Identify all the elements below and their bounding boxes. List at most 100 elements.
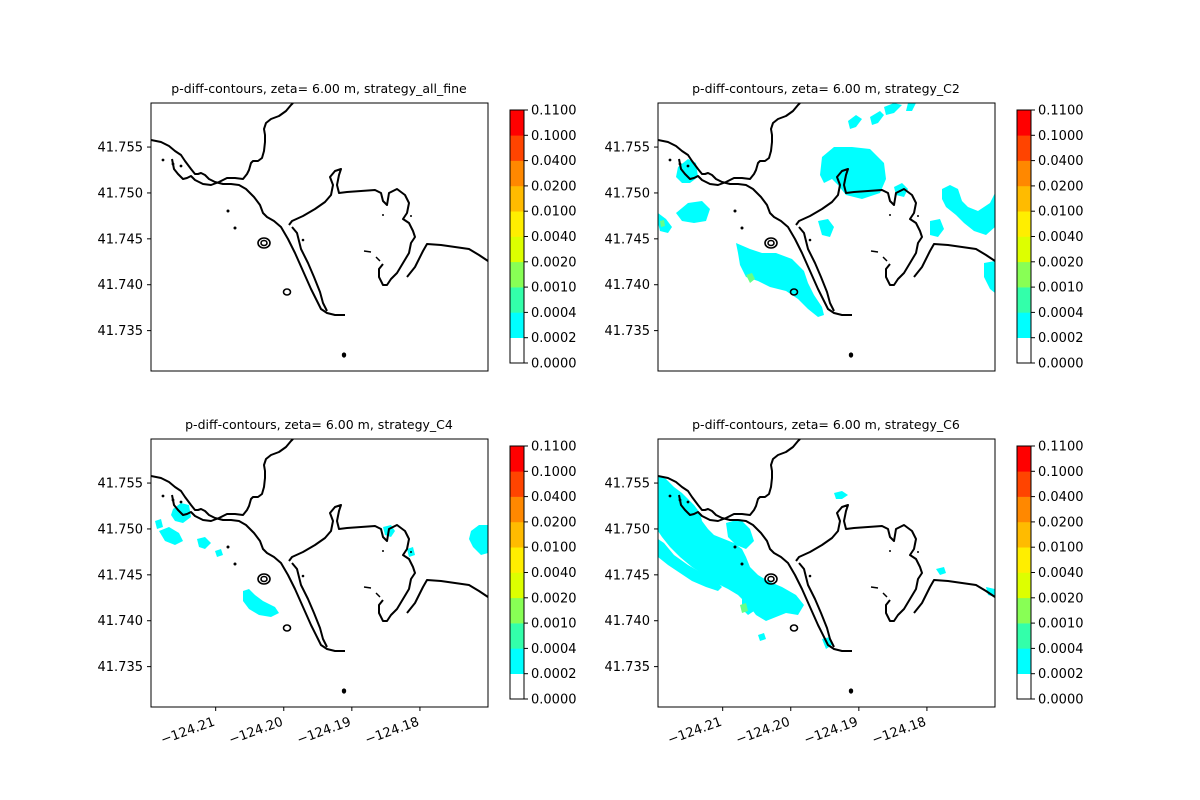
colorbar-tick-label: 0.0200 (1038, 515, 1084, 530)
colorbar-segment (1017, 471, 1031, 497)
colorbar-segment (510, 337, 524, 364)
y-tick-label: 41.740 (98, 614, 144, 629)
colorbar-tick-label: 0.1100 (1038, 104, 1084, 119)
plot-area (151, 103, 488, 371)
colorbar: 0.0000 0.0002 0.0004 0.0010 0.0020 0.0040 0.01… (509, 104, 577, 372)
colorbar-tick-label: 0.0400 (531, 154, 577, 169)
colorbar-segment (1017, 160, 1031, 187)
y-tick-label: 41.740 (98, 278, 144, 293)
panel-title: p-diff-contours, zeta= 6.00 m, strategy_… (185, 417, 453, 432)
y-axis: 41.755 41.750 41.745 41.740 41.735 (605, 477, 658, 675)
colorbar-tick-label: 0.0040 (531, 230, 577, 245)
y-tick-label: 41.745 (98, 568, 144, 583)
y-axis: 41.755 41.750 41.745 41.740 41.735 (605, 141, 658, 339)
colorbar-segment (1017, 597, 1031, 624)
colorbar-tick-label: 0.0200 (531, 179, 577, 194)
plot-frame (657, 102, 996, 372)
colorbar: 0.0000 0.0002 0.0004 0.0010 0.0020 0.0040 0.01… (509, 440, 577, 708)
y-axis: 41.755 41.750 41.745 41.740 41.735 (98, 141, 151, 339)
colorbar-tick-label: 0.0010 (531, 617, 577, 632)
y-axis: 41.755 41.750 41.745 41.740 41.735 (98, 477, 151, 675)
colorbar-tick-label: 0.0000 (1038, 693, 1084, 708)
colorbar-tick-label: 0.1000 (531, 465, 577, 480)
colorbar: 0.0000 0.0002 0.0004 0.0010 0.0020 0.0040 0.01… (1016, 440, 1084, 708)
colorbar-tick-label: 0.0040 (1038, 566, 1084, 581)
colorbar-segment (510, 261, 524, 288)
y-tick-label: 41.750 (605, 186, 651, 201)
colorbar-segment (1017, 572, 1031, 599)
colorbar-tick-label: 0.0020 (531, 591, 577, 606)
colorbar-segment (1017, 287, 1031, 313)
y-tick-label: 41.755 (605, 477, 651, 492)
colorbar-segment (1017, 496, 1031, 523)
colorbar-tick-label: 0.0100 (531, 541, 577, 556)
colorbar-tick-label: 0.0400 (1038, 154, 1084, 169)
colorbar-tick-label: 0.1100 (531, 104, 577, 119)
plot-area (151, 439, 488, 707)
colorbar-segment (510, 648, 524, 674)
colorbar-tick-label: 0.1000 (1038, 465, 1084, 480)
colorbar-tick-label: 0.0100 (1038, 205, 1084, 220)
y-tick-label: 41.750 (98, 522, 144, 537)
colorbar-segment (1017, 185, 1031, 212)
colorbar-segment (1017, 337, 1031, 364)
panel-strategy-c6: p-diff-contours, zeta= 6.00 m, strategy_… (605, 417, 1084, 748)
colorbar-segment (1017, 446, 1031, 472)
colorbar-tick-label: 0.0040 (531, 566, 577, 581)
panel-strategy-c2: p-diff-contours, zeta= 6.00 m, strategy_… (605, 81, 1084, 372)
y-tick-label: 41.745 (98, 232, 144, 247)
y-tick-label: 41.745 (605, 232, 651, 247)
colorbar-segment (1017, 211, 1031, 237)
colorbar-tick-label: 0.0002 (1038, 331, 1084, 346)
colorbar-tick-label: 0.0002 (1038, 667, 1084, 682)
colorbar-tick-label: 0.1100 (1038, 440, 1084, 455)
plot-frame (657, 438, 996, 708)
panel-title: p-diff-contours, zeta= 6.00 m, strategy_… (692, 417, 960, 432)
colorbar-tick-label: 0.0000 (1038, 357, 1084, 372)
colorbar-segment (510, 471, 524, 497)
x-tick-label: −124.18 (870, 715, 928, 748)
y-tick-label: 41.745 (605, 568, 651, 583)
y-tick-label: 41.735 (605, 324, 651, 339)
panel-title: p-diff-contours, zeta= 6.00 m, strategy_… (171, 81, 467, 96)
panel-strategy-all-fine: p-diff-contours, zeta= 6.00 m, strategy_… (98, 81, 577, 372)
panel-strategy-c4: p-diff-contours, zeta= 6.00 m, strategy_… (98, 417, 577, 748)
colorbar-tick-label: 0.0400 (1038, 490, 1084, 505)
colorbar-tick-label: 0.0002 (531, 667, 577, 682)
x-tick-label: −124.20 (227, 715, 285, 748)
colorbar-segment (510, 312, 524, 338)
x-tick-label: −124.20 (734, 715, 792, 748)
colorbar-tick-label: 0.0020 (1038, 591, 1084, 606)
colorbar-segment (1017, 236, 1031, 263)
y-tick-label: 41.755 (98, 141, 144, 156)
colorbar-tick-label: 0.0010 (531, 281, 577, 296)
colorbar-tick-label: 0.0002 (531, 331, 577, 346)
y-tick-label: 41.750 (98, 186, 144, 201)
colorbar-tick-label: 0.0000 (531, 693, 577, 708)
colorbar-segment (510, 521, 524, 548)
colorbar-tick-label: 0.0004 (531, 306, 577, 321)
colorbar-segment (1017, 521, 1031, 548)
colorbar-segment (1017, 312, 1031, 338)
colorbar-segment (510, 446, 524, 472)
panel-title: p-diff-contours, zeta= 6.00 m, strategy_… (692, 81, 960, 96)
colorbar-tick-label: 0.0400 (531, 490, 577, 505)
x-tick-label: −124.21 (666, 715, 724, 748)
colorbar-segment (510, 547, 524, 573)
x-tick-label: −124.21 (159, 715, 217, 748)
colorbar-tick-label: 0.0000 (531, 357, 577, 372)
colorbar-tick-label: 0.1000 (531, 129, 577, 144)
colorbar-tick-label: 0.0010 (1038, 281, 1084, 296)
y-tick-label: 41.755 (98, 477, 144, 492)
colorbar-segment (1017, 547, 1031, 573)
plot-frame (150, 438, 489, 708)
colorbar-segment (510, 211, 524, 237)
x-tick-label: −124.19 (802, 715, 860, 748)
y-tick-label: 41.740 (605, 614, 651, 629)
colorbar-tick-label: 0.0200 (531, 515, 577, 530)
y-tick-label: 41.755 (605, 141, 651, 156)
colorbar-segment (1017, 135, 1031, 161)
x-axis: −124.21 −124.20 −124.19 −124.18 (666, 707, 928, 748)
y-tick-label: 41.750 (605, 522, 651, 537)
